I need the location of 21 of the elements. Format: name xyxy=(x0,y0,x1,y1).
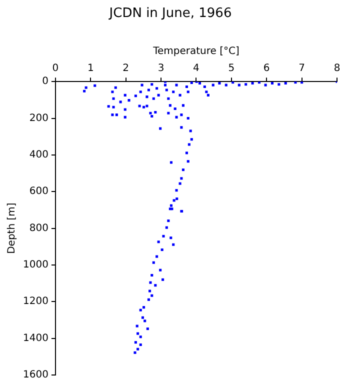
x-tick-label: 6 xyxy=(263,63,270,74)
chart-title: JCDN in June, 1966 xyxy=(108,6,232,22)
y-tick-label: 1000 xyxy=(22,260,48,271)
y-tick-label: 1400 xyxy=(22,332,48,344)
y-tick-label: 1600 xyxy=(22,370,48,381)
x-tick-label: 5 xyxy=(228,63,235,74)
x-tick-label: 8 xyxy=(334,63,340,74)
x-tick-label: 2 xyxy=(122,63,130,74)
x-tick-label: 7 xyxy=(298,63,305,74)
y-tick-label: 800 xyxy=(29,222,48,234)
y-axis-title: Depth [m] xyxy=(6,202,18,254)
x-tick-label: 0 xyxy=(52,63,59,74)
y-tick-label: 1200 xyxy=(22,296,48,308)
y-tick-label: 200 xyxy=(29,112,48,124)
x-tick-label: 3 xyxy=(158,63,164,74)
x-tick-label: 4 xyxy=(193,63,200,74)
y-tick-label: 600 xyxy=(29,186,48,198)
x-axis-title: Temperature [°C] xyxy=(152,46,240,58)
y-tick-label: 0 xyxy=(42,76,48,88)
y-tick-label: 400 xyxy=(29,150,48,161)
x-tick-label: 1 xyxy=(87,63,94,74)
